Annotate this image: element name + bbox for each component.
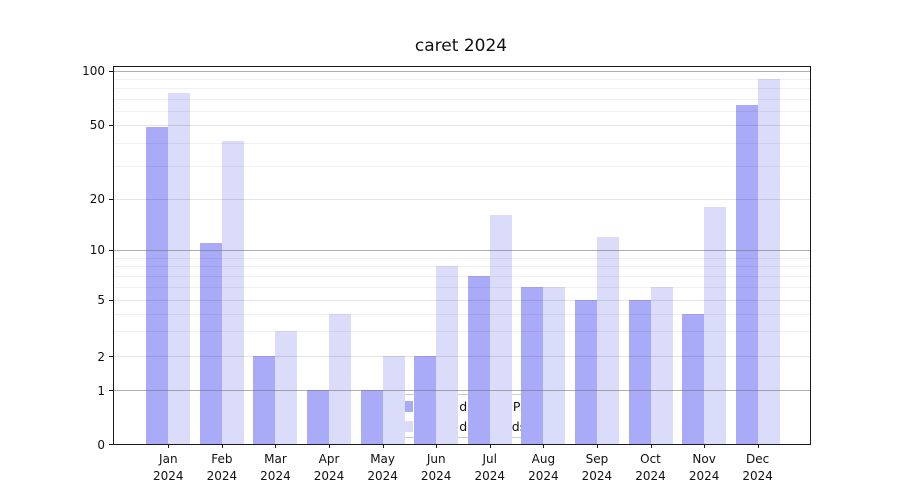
gridline-minor-30	[114, 166, 810, 168]
bar-jul-distinct-ips	[467, 275, 490, 444]
x-tick-label-mar: Mar 2024	[260, 452, 291, 483]
bar-nov-distinct-ips	[682, 313, 705, 444]
x-tick-oct	[650, 444, 652, 448]
x-tick-label-jul: Jul 2024	[474, 452, 506, 483]
bar-oct-distinct-ips	[628, 300, 651, 444]
y-tick-label-5: 5	[97, 293, 105, 308]
x-tick-label-aug: Aug 2024	[528, 452, 559, 483]
gridline-minor-60	[114, 110, 810, 112]
x-tick-jan	[168, 444, 170, 448]
x-tick-mar	[275, 444, 277, 448]
gridline-minor-70	[114, 98, 810, 100]
bar-jan-distinct-ips	[146, 126, 169, 444]
y-tick-label-100: 100	[82, 64, 105, 79]
bar-oct-downloads	[650, 286, 673, 444]
bar-mar-downloads	[275, 331, 298, 444]
legend-item-downloads: Nb of downloads	[388, 418, 543, 435]
y-tick-100	[109, 70, 113, 72]
x-tick-label-sep: Sep 2024	[581, 452, 613, 483]
y-tick-label-0: 0	[97, 437, 105, 452]
x-tick-label-may: May 2024	[367, 452, 398, 483]
x-tick-apr	[329, 444, 331, 448]
y-tick-label-20: 20	[89, 192, 105, 207]
x-tick-jul	[489, 444, 491, 448]
gridline-100	[114, 70, 810, 72]
gridline-minor-40	[114, 143, 810, 144]
y-tick-label-1: 1	[97, 383, 105, 398]
gridline-20	[114, 198, 810, 200]
bar-dec-downloads	[757, 79, 780, 444]
x-tick-may	[382, 444, 384, 448]
x-tick-nov	[704, 444, 706, 448]
y-tick-50	[109, 124, 113, 126]
gridline-minor-90	[114, 79, 810, 81]
y-tick-1	[109, 390, 113, 391]
x-tick-dec	[757, 444, 759, 448]
bar-jun-distinct-ips	[414, 356, 437, 444]
bar-feb-distinct-ips	[199, 242, 222, 444]
y-tick-0	[109, 444, 113, 445]
x-tick-label-nov: Nov 2024	[688, 452, 720, 483]
x-tick-aug	[543, 444, 545, 448]
bar-mar-distinct-ips	[253, 356, 276, 444]
bar-jul-downloads	[489, 215, 512, 444]
x-tick-label-dec: Dec 2024	[742, 452, 773, 483]
gridline-50	[114, 124, 810, 126]
bar-apr-distinct-ips	[307, 390, 330, 444]
y-tick-20	[109, 198, 113, 200]
bar-may-downloads	[382, 356, 405, 444]
bar-dec-distinct-ips	[735, 104, 758, 444]
y-tick-label-10: 10	[89, 243, 105, 258]
y-tick-2	[109, 356, 113, 357]
plot-area: Nb of distinct IPs Nb of downloads 0 1 2 5 10…	[82, 64, 811, 483]
y-tick-10	[109, 249, 113, 251]
legend-item-distinct-ips: Nb of distinct IPs	[388, 398, 543, 415]
bar-jun-downloads	[436, 266, 459, 444]
bar-sep-distinct-ips	[574, 300, 597, 444]
x-tick-sep	[596, 444, 598, 448]
x-tick-jun	[436, 444, 438, 448]
y-tick-5	[109, 299, 113, 301]
chart-title: caret 2024	[414, 36, 508, 56]
bar-sep-downloads	[596, 236, 619, 444]
bar-apr-downloads	[329, 313, 352, 444]
bar-aug-distinct-ips	[521, 286, 544, 444]
x-tick-label-apr: Apr 2024	[313, 452, 345, 483]
x-tick-label-oct: Oct 2024	[635, 452, 666, 483]
bar-aug-downloads	[543, 286, 566, 444]
bar-feb-downloads	[221, 141, 244, 444]
y-tick-label-2: 2	[97, 349, 105, 364]
bar-may-distinct-ips	[360, 390, 383, 444]
x-tick-feb	[221, 444, 223, 448]
y-tick-label-50: 50	[89, 118, 105, 133]
bar-nov-downloads	[704, 206, 727, 444]
x-tick-label-feb: Feb 2024	[206, 452, 238, 483]
x-tick-label-jun: Jun 2024	[420, 452, 452, 483]
gridline-minor-80	[114, 88, 810, 90]
bar-jan-downloads	[168, 93, 191, 444]
x-tick-label-jan: Jan 2024	[153, 452, 184, 483]
